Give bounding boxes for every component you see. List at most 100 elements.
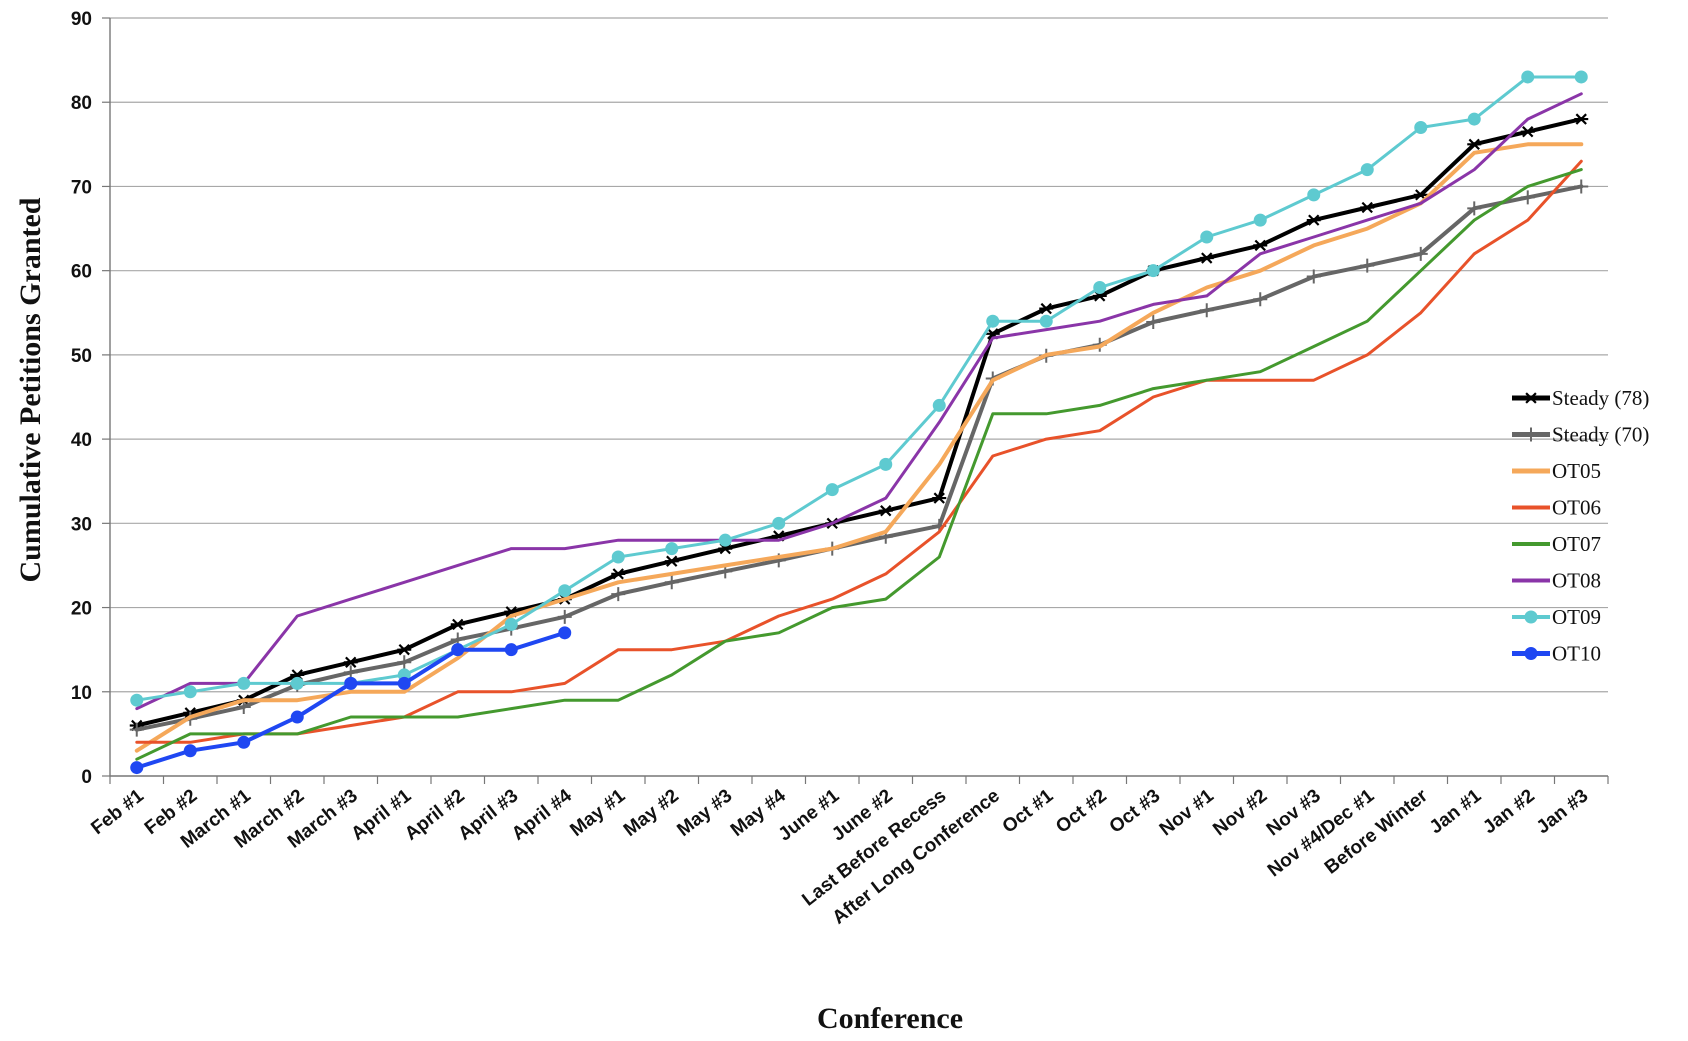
series-line [135, 168, 1583, 761]
data-point [1146, 264, 1160, 278]
x-tick-label: April #1 [347, 785, 415, 845]
y-axis-ticks: 0 10 20 30 40 50 60 70 80 90 [71, 9, 92, 788]
data-point [130, 693, 144, 707]
legend-label: Steady (78) [1552, 386, 1649, 410]
gridlines [110, 17, 1608, 693]
data-point [1039, 302, 1054, 315]
legend-entry: OT10 [1512, 642, 1601, 666]
x-axis-title: Conference [817, 1002, 963, 1035]
data-point [1524, 610, 1538, 624]
data-point [1574, 70, 1588, 84]
x-tick-label: Jan #3 [1533, 785, 1593, 838]
legend-label: OT07 [1552, 532, 1601, 556]
data-point [450, 618, 465, 631]
y-axis-title: Cumulative Petitions Granted [14, 197, 47, 582]
data-point [1467, 138, 1482, 151]
series-ot09 [130, 70, 1588, 707]
data-point [1306, 269, 1321, 284]
data-point [1360, 258, 1375, 273]
series-steady-70 [129, 179, 1589, 737]
data-point [558, 626, 572, 640]
series-line [135, 75, 1583, 702]
data-point [1093, 281, 1107, 295]
data-point [397, 655, 412, 670]
data-point [1574, 179, 1589, 194]
data-point [1467, 201, 1482, 216]
data-point [1253, 292, 1268, 307]
legend-entry: OT07 [1512, 532, 1601, 556]
data-point [558, 584, 572, 598]
x-tick-label: May #3 [673, 785, 736, 841]
data-point [1200, 230, 1214, 244]
data-point [664, 575, 679, 590]
data-point [504, 617, 518, 631]
axes [102, 17, 1609, 784]
data-point [397, 643, 412, 656]
data-point [1199, 252, 1214, 264]
legend-label: OT06 [1552, 496, 1601, 520]
series-line [134, 117, 1584, 728]
legend-entry: OT06 [1512, 496, 1601, 520]
data-point [451, 643, 465, 657]
series-steady-78 [129, 113, 1589, 732]
data-point [397, 676, 411, 690]
x-tick-label: May #2 [620, 785, 683, 841]
data-point [932, 492, 947, 504]
data-point [825, 483, 839, 497]
x-tick-label: Jan #1 [1426, 785, 1486, 838]
data-point [986, 314, 1000, 328]
data-point [557, 609, 572, 624]
data-point [1307, 188, 1321, 202]
x-tick-label: Oct #2 [1052, 785, 1111, 837]
x-tick-label: May #1 [566, 785, 629, 841]
series-ot10 [130, 626, 572, 775]
y-tick-label: 60 [71, 262, 92, 283]
data-point [183, 744, 197, 758]
legend-label: Steady (70) [1552, 423, 1649, 447]
y-tick-label: 10 [71, 683, 92, 704]
data-point [1039, 314, 1053, 328]
data-point [932, 398, 946, 412]
data-point [1253, 213, 1267, 227]
data-point [290, 676, 304, 690]
legend-entry: OT09 [1512, 605, 1601, 629]
series-ot08 [135, 92, 1583, 711]
y-tick-label: 70 [71, 177, 92, 198]
data-point [129, 722, 144, 737]
x-tick-label: Oct #1 [999, 785, 1058, 838]
y-tick-label: 50 [71, 346, 92, 367]
data-point [1524, 427, 1538, 442]
y-tick-label: 80 [71, 93, 92, 114]
y-tick-label: 30 [71, 514, 92, 535]
legend-label: OT05 [1552, 459, 1601, 483]
data-point [344, 676, 358, 690]
data-point [1414, 120, 1428, 134]
legend-label: OT10 [1552, 642, 1601, 666]
legend-entry: OT08 [1512, 569, 1601, 593]
data-point [1574, 113, 1589, 125]
data-point [343, 656, 358, 668]
x-tick-label: Feb #1 [87, 785, 148, 839]
series-line [135, 92, 1583, 711]
y-tick-label: 90 [71, 9, 92, 30]
data-point [718, 533, 732, 547]
data-point [1253, 239, 1268, 252]
x-tick-label: April #2 [401, 785, 469, 844]
data-point [1146, 315, 1161, 330]
legend-entry: OT05 [1512, 459, 1601, 483]
x-tick-label: Jan #2 [1479, 785, 1539, 838]
data-point [611, 550, 625, 564]
data-point [1199, 303, 1214, 318]
data-point [1413, 246, 1428, 261]
legend-entry: Steady (78) [1512, 386, 1649, 410]
legend-entry: Steady (70) [1512, 423, 1649, 447]
data-point [504, 643, 518, 657]
data-point [237, 676, 251, 690]
data-point [772, 516, 786, 530]
data-point [664, 555, 679, 567]
series-line [134, 630, 567, 770]
data-point [1521, 70, 1535, 84]
data-point [1524, 392, 1538, 404]
